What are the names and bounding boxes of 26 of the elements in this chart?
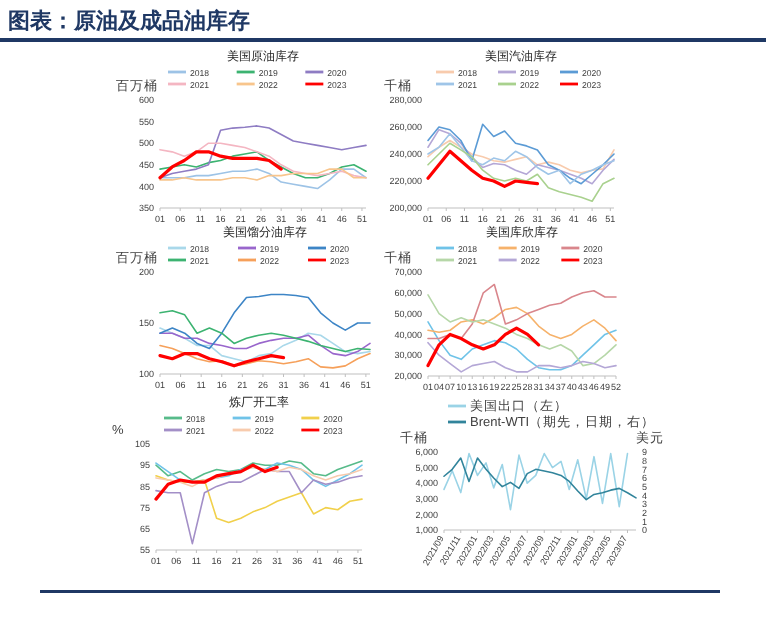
line-series <box>159 125 367 179</box>
line-series <box>427 341 617 373</box>
line-series <box>154 463 279 501</box>
line-series <box>427 283 617 340</box>
line-series <box>158 150 283 180</box>
line-series <box>427 306 617 342</box>
line-series <box>155 468 363 545</box>
line-series <box>159 332 371 357</box>
line-series <box>155 475 363 524</box>
line-series <box>443 452 629 511</box>
line-series <box>159 309 371 353</box>
line-series <box>159 327 371 363</box>
line-series <box>159 142 367 179</box>
text: 图表：原油及成品油库存 <box>8 8 250 34</box>
line-series <box>427 139 615 174</box>
line-series <box>427 321 617 371</box>
line-series <box>427 142 615 203</box>
line-series <box>426 149 540 188</box>
line-series <box>158 352 286 368</box>
line-series <box>427 294 617 367</box>
line-series <box>443 457 637 501</box>
line-series <box>159 151 367 179</box>
line-series <box>159 293 371 350</box>
line-series <box>155 460 363 481</box>
line-series <box>426 326 541 368</box>
line-series <box>159 168 367 190</box>
